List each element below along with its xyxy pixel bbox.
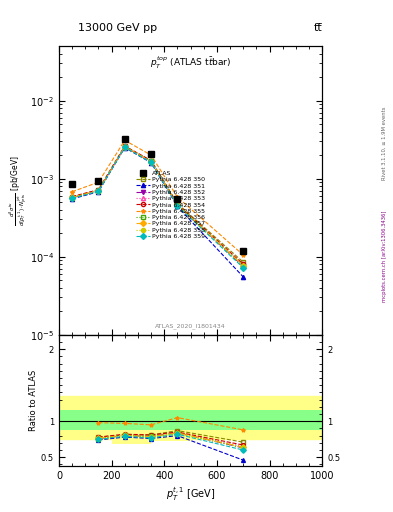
Bar xyxy=(85,403,112,439)
Pythia 6.428 356 xyxy=(70,195,75,201)
Pythia 6.428 357 xyxy=(175,202,180,208)
X-axis label: $p_T^{t,1}$ [GeV]: $p_T^{t,1}$ [GeV] xyxy=(166,486,215,503)
Pythia 6.428 352 xyxy=(96,188,101,194)
Pythia 6.428 356 xyxy=(96,188,101,194)
Line: Pythia 6.428 351: Pythia 6.428 351 xyxy=(70,145,245,279)
Pythia 6.428 355 xyxy=(175,194,180,200)
Pythia 6.428 352 xyxy=(70,195,75,201)
Pythia 6.428 352 xyxy=(123,144,127,150)
Pythia 6.428 355 xyxy=(70,188,75,195)
Text: Rivet 3.1.10, ≥ 1.9M events: Rivet 3.1.10, ≥ 1.9M events xyxy=(382,106,387,180)
Bar xyxy=(59,411,322,430)
Line: Pythia 6.428 350: Pythia 6.428 350 xyxy=(70,144,245,264)
Pythia 6.428 359 xyxy=(96,188,101,194)
Pythia 6.428 352 xyxy=(175,202,180,208)
Line: Pythia 6.428 353: Pythia 6.428 353 xyxy=(70,144,245,267)
Pythia 6.428 350 xyxy=(149,158,153,164)
Pythia 6.428 354 xyxy=(241,261,246,267)
Pythia 6.428 354 xyxy=(123,143,127,149)
Bar xyxy=(59,407,85,436)
Pythia 6.428 353 xyxy=(175,202,180,208)
Bar xyxy=(112,411,151,430)
Pythia 6.428 358 xyxy=(70,195,75,201)
Line: Pythia 6.428 359: Pythia 6.428 359 xyxy=(70,145,245,270)
Pythia 6.428 353 xyxy=(241,262,246,268)
Pythia 6.428 351 xyxy=(70,196,75,202)
Y-axis label: Ratio to ATLAS: Ratio to ATLAS xyxy=(29,370,38,431)
Pythia 6.428 356 xyxy=(175,202,180,208)
Pythia 6.428 357 xyxy=(241,263,246,269)
Pythia 6.428 355 xyxy=(241,252,246,258)
Pythia 6.428 357 xyxy=(149,159,153,165)
Pythia 6.428 350 xyxy=(70,194,75,200)
Bar xyxy=(151,411,191,430)
ATLAS xyxy=(123,136,127,142)
Pythia 6.428 357 xyxy=(96,187,101,194)
Pythia 6.428 350 xyxy=(96,187,101,193)
Bar xyxy=(191,401,322,440)
Bar xyxy=(59,396,322,439)
Pythia 6.428 358 xyxy=(241,263,246,269)
Pythia 6.428 353 xyxy=(123,143,127,150)
ATLAS xyxy=(70,181,75,187)
Text: ATLAS_2020_I1801434: ATLAS_2020_I1801434 xyxy=(155,323,226,329)
Pythia 6.428 358 xyxy=(175,202,180,208)
Pythia 6.428 353 xyxy=(149,158,153,164)
Pythia 6.428 350 xyxy=(241,259,246,265)
Pythia 6.428 359 xyxy=(175,203,180,209)
Pythia 6.428 351 xyxy=(123,144,127,151)
Pythia 6.428 358 xyxy=(149,159,153,165)
Pythia 6.428 350 xyxy=(175,201,180,207)
Pythia 6.428 354 xyxy=(96,187,101,193)
Pythia 6.428 355 xyxy=(96,179,101,185)
ATLAS xyxy=(96,178,101,184)
Pythia 6.428 355 xyxy=(123,137,127,143)
Pythia 6.428 356 xyxy=(241,263,246,269)
Text: mcplots.cern.ch [arXiv:1306.3436]: mcplots.cern.ch [arXiv:1306.3436] xyxy=(382,210,387,302)
Pythia 6.428 359 xyxy=(123,144,127,151)
Y-axis label: $\frac{d^2\sigma^{tu}}{d(p_T^{t,1})\cdot N_\mathrm{jets}^{jet}}$ [pb/GeV]: $\frac{d^2\sigma^{tu}}{d(p_T^{t,1})\cdot… xyxy=(7,155,29,226)
Pythia 6.428 351 xyxy=(175,203,180,209)
Pythia 6.428 352 xyxy=(241,263,246,269)
Bar xyxy=(191,411,322,430)
Pythia 6.428 359 xyxy=(70,195,75,201)
Text: 13000 GeV pp: 13000 GeV pp xyxy=(78,23,158,33)
Pythia 6.428 356 xyxy=(123,143,127,150)
Pythia 6.428 350 xyxy=(123,143,127,150)
Pythia 6.428 353 xyxy=(70,194,75,200)
Line: Pythia 6.428 355: Pythia 6.428 355 xyxy=(70,138,245,257)
Line: ATLAS: ATLAS xyxy=(69,137,246,253)
Pythia 6.428 351 xyxy=(96,188,101,195)
Text: tt̅: tt̅ xyxy=(314,23,322,33)
Line: Pythia 6.428 354: Pythia 6.428 354 xyxy=(70,144,245,266)
Pythia 6.428 359 xyxy=(241,265,246,271)
Pythia 6.428 357 xyxy=(70,195,75,201)
Pythia 6.428 354 xyxy=(149,158,153,164)
Pythia 6.428 354 xyxy=(175,201,180,207)
Bar xyxy=(59,411,85,430)
Pythia 6.428 351 xyxy=(241,274,246,280)
Pythia 6.428 359 xyxy=(149,159,153,165)
ATLAS xyxy=(241,247,246,253)
Pythia 6.428 354 xyxy=(70,194,75,200)
Bar xyxy=(112,396,151,444)
Pythia 6.428 353 xyxy=(96,187,101,194)
Text: $p_T^{top}$ (ATLAS t$\bar{t}$bar): $p_T^{top}$ (ATLAS t$\bar{t}$bar) xyxy=(150,55,231,71)
Line: Pythia 6.428 358: Pythia 6.428 358 xyxy=(70,145,245,268)
Pythia 6.428 357 xyxy=(123,143,127,150)
Pythia 6.428 351 xyxy=(149,160,153,166)
Legend: ATLAS, Pythia 6.428 350, Pythia 6.428 351, Pythia 6.428 352, Pythia 6.428 353, P: ATLAS, Pythia 6.428 350, Pythia 6.428 35… xyxy=(134,168,208,242)
ATLAS xyxy=(175,196,180,202)
Line: Pythia 6.428 357: Pythia 6.428 357 xyxy=(70,144,245,268)
Bar xyxy=(85,411,112,430)
Line: Pythia 6.428 356: Pythia 6.428 356 xyxy=(70,144,245,268)
Pythia 6.428 356 xyxy=(149,158,153,164)
Pythia 6.428 358 xyxy=(96,187,101,194)
Pythia 6.428 358 xyxy=(123,144,127,150)
ATLAS xyxy=(149,151,153,157)
Line: Pythia 6.428 352: Pythia 6.428 352 xyxy=(70,145,245,268)
Pythia 6.428 352 xyxy=(149,159,153,165)
Pythia 6.428 355 xyxy=(149,152,153,158)
Bar xyxy=(151,399,191,441)
